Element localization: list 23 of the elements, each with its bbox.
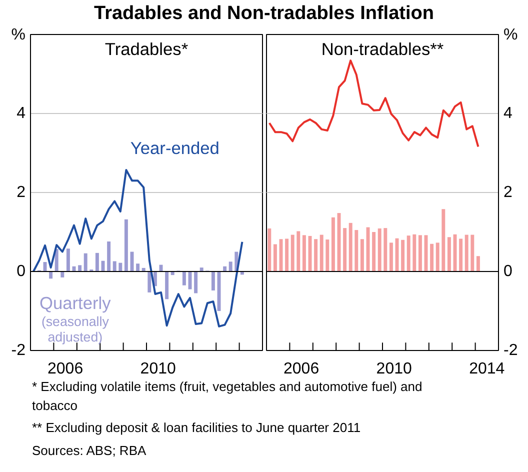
text: * Excluding volatile items (fruit, vegetables and automotive fuel) and tobacco: [32, 378, 424, 415]
text: ** Excluding deposit & loan facilities to June quarter 2011: [32, 419, 362, 438]
y-tick-label: 2: [16, 184, 26, 201]
x-tick-label: 2014: [469, 360, 505, 378]
source-note: Sources: ABS; RBA: [32, 442, 148, 460]
y-tick-label: %: [11, 26, 26, 44]
y-tick-label: -2: [504, 342, 518, 359]
y-tick-label: 2: [504, 184, 512, 201]
y-tick-label: 4: [504, 105, 512, 122]
series-label: Year-ended: [130, 138, 220, 158]
y-tick-label: 0: [504, 263, 512, 280]
x-tick-label: 2010: [140, 360, 176, 378]
chart-subtitle: Non-tradables**: [321, 39, 444, 60]
x-tick-label: 2006: [48, 360, 84, 378]
y-tick-label: 0: [16, 263, 26, 280]
y-tick-label: 4: [16, 105, 26, 122]
chart-subtitle: Tradables*: [104, 39, 188, 60]
y-tick-label: %: [504, 26, 518, 44]
chart-title: Tradables and Non-tradables Inflation: [93, 2, 435, 26]
x-tick-label: 2006: [284, 360, 320, 378]
y-tick-label: -2: [11, 342, 26, 359]
x-tick-label: 2010: [376, 360, 412, 378]
series-label: Quarterly (seasonally adjusted): [40, 293, 112, 345]
